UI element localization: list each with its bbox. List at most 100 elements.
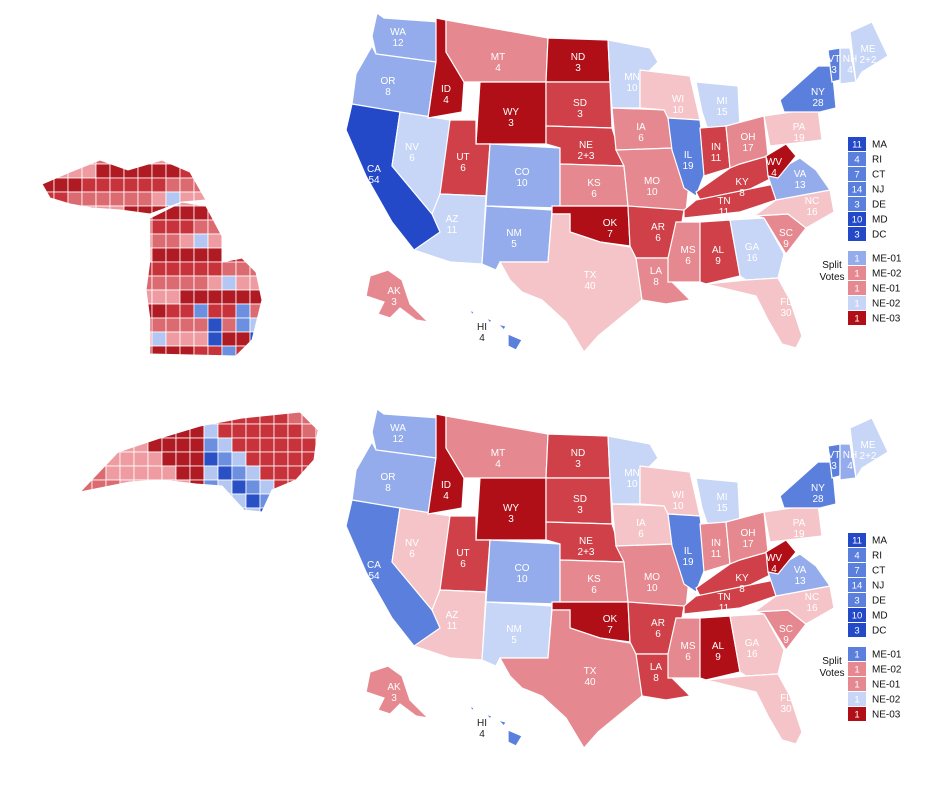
state-electoral-votes: 28 [812,494,824,505]
state-label: GA [745,242,760,253]
county-shape [165,303,181,319]
county-shape [249,205,262,221]
state-electoral-votes: 4 [771,168,777,179]
legend-swatch [848,251,866,265]
county-shape [179,233,195,249]
state-label: TX [584,270,597,281]
state-label: WY [503,107,519,118]
state-electoral-votes: 10 [516,574,528,585]
county-shape [221,317,237,333]
state-me [849,417,889,480]
legend-state-label: MA [872,536,887,547]
county-shape [95,289,111,305]
split-votes-title: Votes [819,272,844,283]
county-shape [235,247,251,263]
county-shape [133,451,149,467]
state-label: TN [717,592,730,603]
county-shape [179,331,195,347]
county-shape [53,275,69,291]
state-electoral-votes: 11 [719,207,730,218]
county-shape [207,345,223,356]
county-shape [67,177,83,193]
county-shape [249,303,262,319]
county-shape [315,493,318,509]
county-shape [203,479,219,495]
legend-electoral-votes: 1 [854,665,859,676]
county-shape [231,423,247,439]
split-votes-title: Split [822,656,842,667]
state-electoral-votes: 4 [847,461,853,472]
state-tx [498,213,643,354]
state-electoral-votes: 3 [508,514,514,525]
county-shape [91,437,107,453]
state-label: AR [651,222,665,233]
county-shape [67,219,83,235]
state-label: MS [681,245,696,256]
state-electoral-votes: 11 [719,603,730,614]
county-shape [179,317,195,333]
county-shape [287,423,303,439]
county-shape [315,479,318,495]
legend-electoral-votes: 11 [852,536,862,547]
county-shape [105,507,121,512]
county-shape [53,160,69,165]
state-ny [779,65,837,113]
county-shape [221,191,237,207]
county-shape [119,465,135,481]
county-shape [189,507,205,512]
county-shape [109,303,125,319]
legend-electoral-votes: 1 [854,284,859,295]
legend-electoral-votes: 1 [854,254,859,265]
county-shape [105,451,121,467]
county-shape [245,507,261,512]
state-electoral-votes: 7 [607,229,613,240]
state-il [667,117,707,197]
county-shape [207,317,223,333]
state-ms [667,617,701,679]
state-label: MT [491,448,505,459]
legend-swatch [848,548,866,562]
state-electoral-votes: 2+3 [578,151,595,162]
state-wv [765,539,797,575]
legend-district-label: ME-02 [872,665,902,676]
state-electoral-votes: 30 [780,308,792,319]
county-shape [249,219,262,235]
county-shape [193,163,209,179]
state-electoral-votes: 19 [682,557,694,568]
legend-electoral-votes: 3 [854,596,859,607]
county-shape [151,345,167,356]
state-label: TX [584,666,597,677]
state-electoral-votes: 4 [479,333,485,344]
county-shape [80,507,93,512]
county-shape [235,177,251,193]
county-shape [133,465,149,481]
county-shape [259,451,275,467]
state-electoral-votes: 9 [715,652,721,663]
county-shape [95,219,111,235]
county-shape [231,412,247,425]
legend-district-label: NE-01 [872,680,901,691]
county-shape [80,493,93,509]
state-wv [765,143,797,179]
state-electoral-votes: 6 [685,652,691,663]
county-shape [137,160,153,165]
county-shape [273,423,289,439]
county-shape [151,219,167,235]
state-label: NV [405,538,419,549]
legend-state-label: RI [872,155,882,166]
legend-state-label: MD [872,611,888,622]
county-shape [193,205,209,221]
county-shape [165,261,181,277]
legend-electoral-votes: 1 [854,299,859,310]
legend-swatch [848,608,866,622]
county-shape [217,479,233,495]
county-shape [109,191,125,207]
county-shape [151,247,167,263]
state-label: CA [367,560,381,571]
county-shape [133,412,149,425]
county-shape [42,219,55,235]
state-electoral-votes: 10 [672,501,684,512]
state-label: UT [456,548,469,559]
county-shape [95,317,111,333]
county-shape [133,507,149,512]
